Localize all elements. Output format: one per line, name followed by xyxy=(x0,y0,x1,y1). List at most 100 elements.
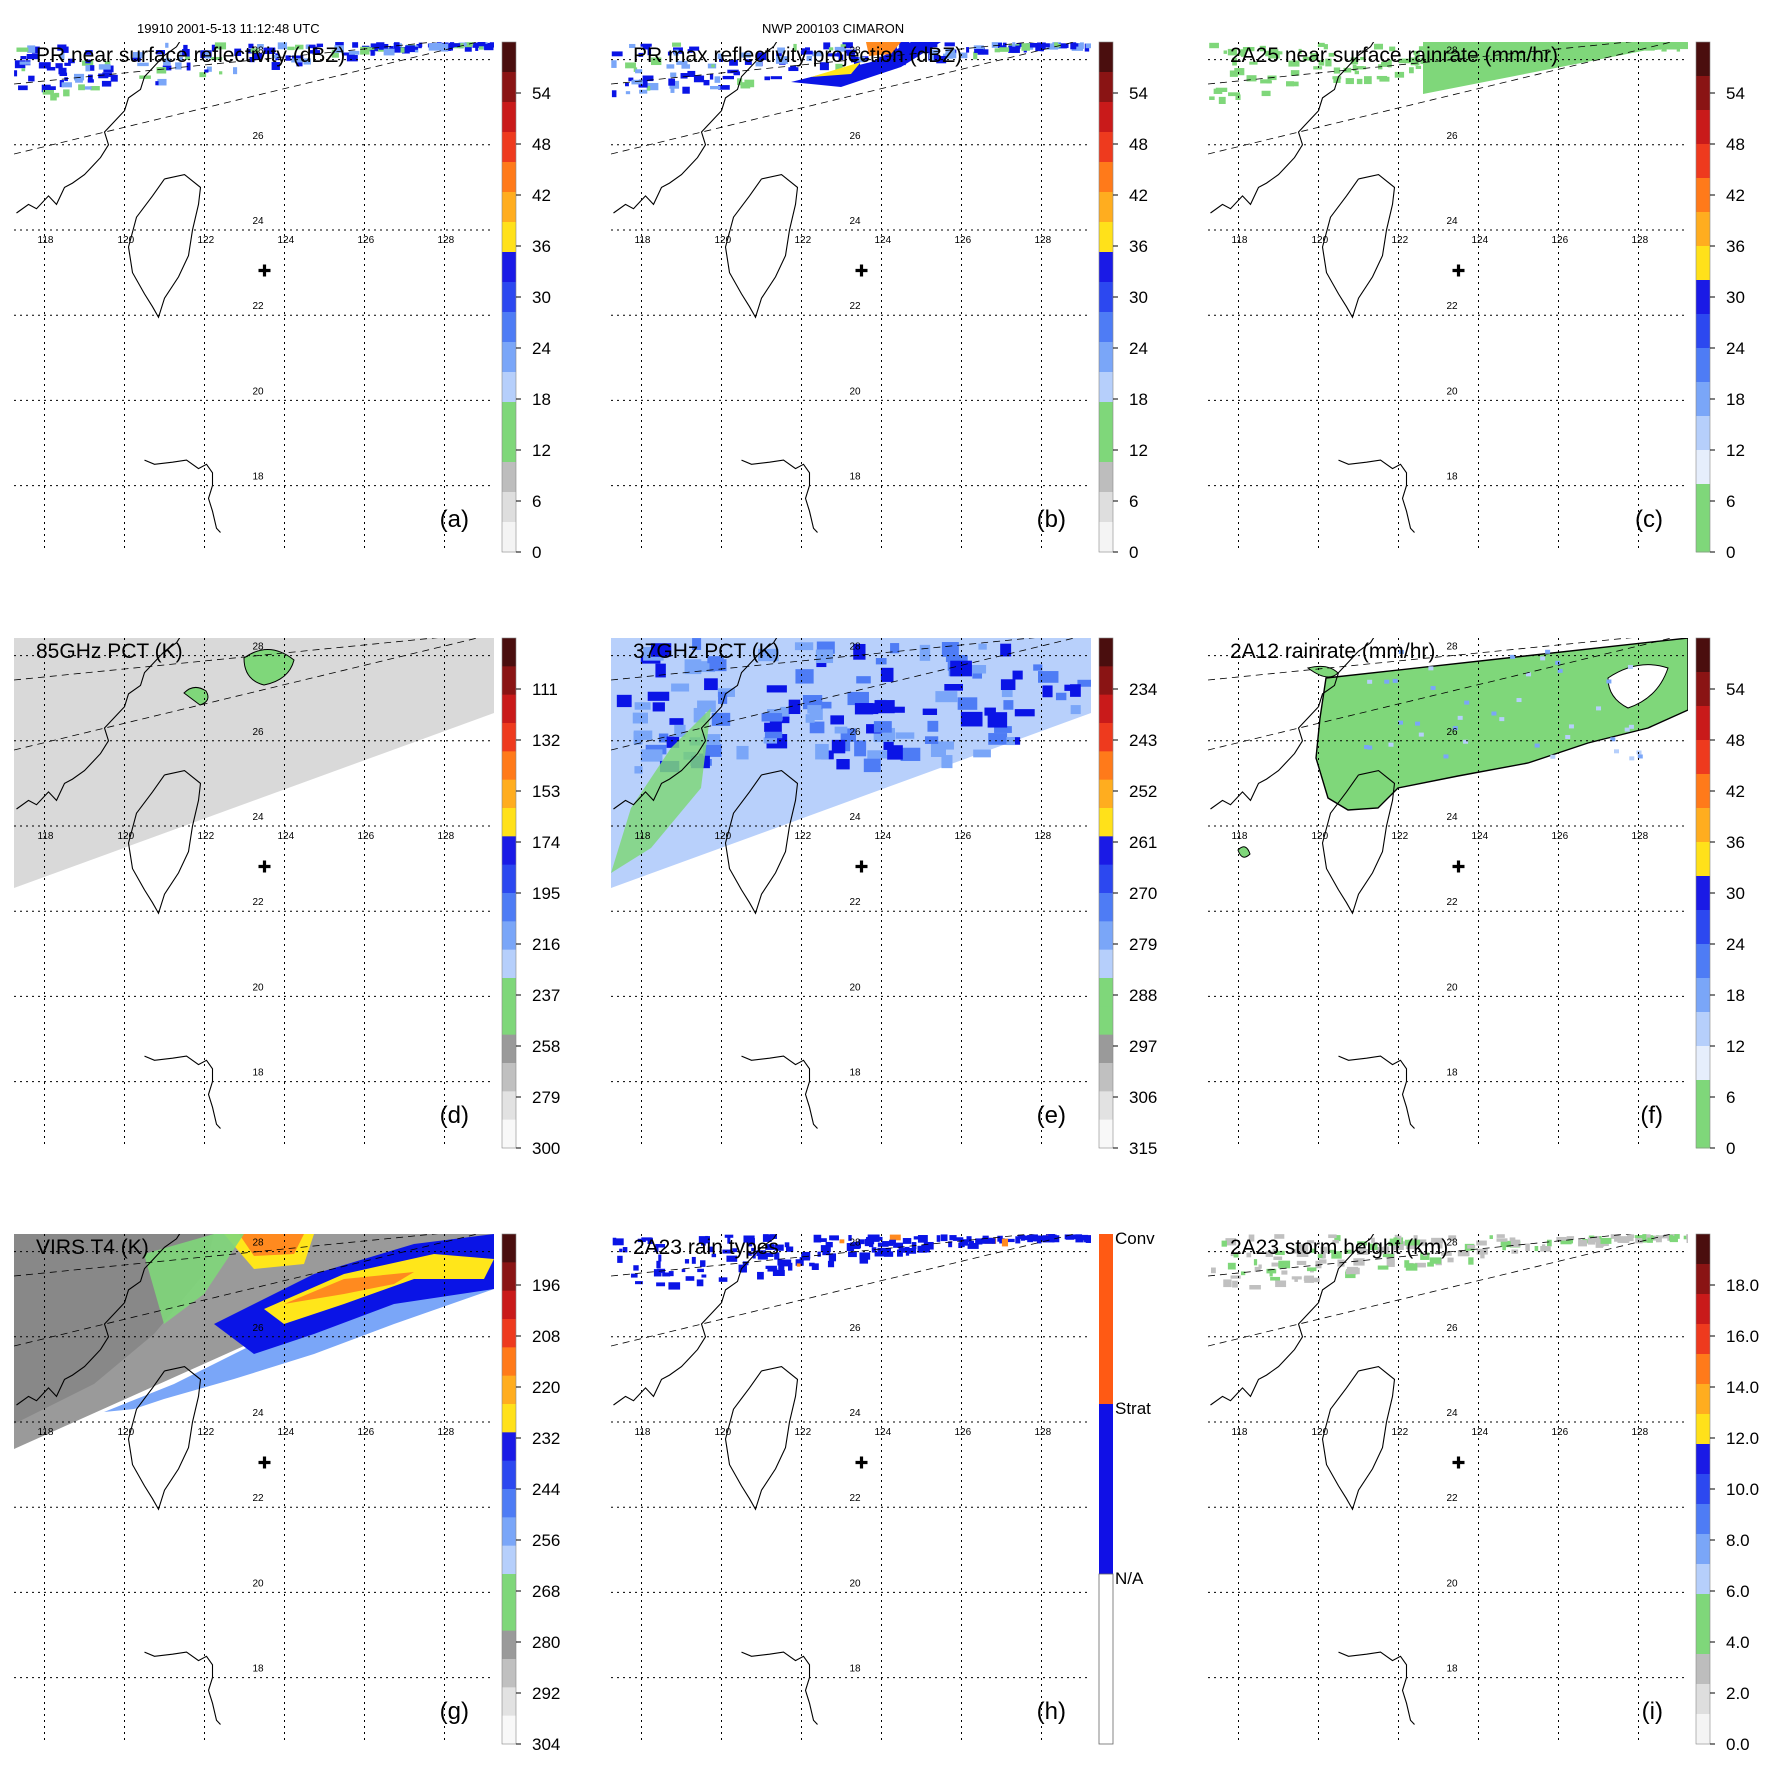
colorbar-segment xyxy=(502,252,516,283)
echo-pixel xyxy=(877,1247,889,1254)
pct-pixel xyxy=(764,722,782,732)
rain-pixel xyxy=(1452,726,1458,731)
lat-label: 28 xyxy=(1447,1238,1459,1249)
echo-pixel xyxy=(1556,1236,1567,1242)
colorbar-label: 220 xyxy=(532,1378,560,1397)
colorbar-segment xyxy=(1696,706,1710,741)
echo-pixel xyxy=(1496,1238,1508,1242)
echo-pixel xyxy=(185,56,191,60)
rain-pixel xyxy=(1463,739,1469,744)
rain-pixel xyxy=(1628,724,1634,729)
echo-pixel xyxy=(804,47,810,51)
coastline-taiwan xyxy=(724,770,799,915)
pct-pixel xyxy=(684,659,702,675)
echo-pixel xyxy=(1617,1236,1630,1242)
echo-pixel xyxy=(619,1248,623,1253)
echo-pixel xyxy=(893,1242,904,1248)
echo-pixel xyxy=(1223,50,1228,54)
echo-pixel xyxy=(271,62,280,70)
echo-pixel xyxy=(795,1259,804,1266)
colorbar-label: 48 xyxy=(1726,731,1745,750)
echo-pixel xyxy=(58,67,67,75)
lon-label: 126 xyxy=(1552,831,1569,842)
pct-pixel xyxy=(1037,671,1059,683)
panel-letter: (d) xyxy=(440,1102,469,1129)
echo-pixel xyxy=(68,58,75,64)
echo-pixel xyxy=(291,58,303,63)
echo-pixel xyxy=(449,43,461,48)
pct-pixel xyxy=(669,718,684,725)
pct-pixel xyxy=(1064,684,1075,691)
echo-pixel xyxy=(711,64,715,68)
coastline-luzon xyxy=(1338,1651,1415,1725)
echo-pixel xyxy=(1643,1234,1651,1238)
pct-pixel xyxy=(807,705,822,714)
pct-pixel xyxy=(895,732,915,739)
echo-pixel xyxy=(1614,1235,1621,1242)
echo-pixel xyxy=(44,86,56,91)
echo-pixel xyxy=(1275,1250,1285,1256)
echo-pixel xyxy=(742,1261,749,1266)
lat-label: 20 xyxy=(850,982,862,993)
echo-pixel xyxy=(1273,1256,1283,1260)
panel-title: PR max reflectivity projection (dBZ) xyxy=(633,44,962,67)
lat-label: 22 xyxy=(1447,1493,1459,1504)
colorbar-label: 268 xyxy=(532,1582,560,1601)
pct-pixel xyxy=(809,721,825,734)
colorbar-segment xyxy=(502,1517,516,1547)
colorbar-segment xyxy=(502,132,516,163)
echo-pixel xyxy=(889,1234,901,1241)
echo-pixel xyxy=(973,51,978,60)
echo-pixel xyxy=(285,55,291,61)
echo-pixel xyxy=(46,63,50,69)
lon-label: 124 xyxy=(875,235,892,246)
lat-label: 24 xyxy=(850,1408,862,1419)
colorbar-segment xyxy=(1696,246,1710,281)
echo-pixel xyxy=(967,1243,979,1249)
colorbar-segment xyxy=(1696,1504,1710,1535)
lon-label: 120 xyxy=(715,1427,732,1438)
echo-pixel xyxy=(757,1254,768,1260)
echo-pixel xyxy=(774,1244,784,1251)
echo-pixel xyxy=(291,55,304,60)
echo-pixel xyxy=(1274,1234,1285,1239)
echo-pixel xyxy=(1290,70,1300,76)
pct-pixel xyxy=(830,715,845,725)
colorbar-segment xyxy=(1099,432,1113,463)
coastline-taiwan xyxy=(1321,1366,1396,1511)
echo-pixel xyxy=(992,1238,996,1244)
echo-pixel xyxy=(800,50,813,55)
echo-pixel xyxy=(982,1235,989,1243)
colorbar-segment xyxy=(1099,72,1113,103)
colorbar-label: 153 xyxy=(532,782,560,801)
echo-pixel xyxy=(611,90,617,98)
colorbar-label: 10.0 xyxy=(1726,1480,1759,1499)
echo-pixel xyxy=(1246,75,1257,82)
echo-pixel xyxy=(1042,43,1050,48)
echo-pixel xyxy=(1674,42,1681,48)
echo-pixel xyxy=(793,43,797,51)
colorbar-segment xyxy=(1099,1063,1113,1092)
lat-label: 26 xyxy=(253,1323,265,1334)
colorbar-segment xyxy=(1696,314,1710,349)
echo-pixel xyxy=(1415,65,1422,69)
panel-title: VIRS T4 (K) xyxy=(36,1236,149,1259)
colorbar-segment xyxy=(502,72,516,103)
echo-pixel xyxy=(670,85,675,93)
echo-pixel xyxy=(42,89,54,95)
colorbar-label: 16.0 xyxy=(1726,1327,1759,1346)
echo-pixel xyxy=(1015,1236,1021,1244)
echo-pixel xyxy=(1467,1244,1476,1249)
swath-edge xyxy=(1208,42,1674,155)
lon-label: 122 xyxy=(198,235,215,246)
rain-pixel xyxy=(1568,724,1574,729)
colorbar-segment xyxy=(502,1119,516,1149)
echo-pixel xyxy=(1275,1280,1287,1288)
echo-pixel xyxy=(133,52,143,59)
echo-pixel xyxy=(1436,1244,1443,1249)
colorbar-label: 196 xyxy=(532,1276,560,1295)
colorbar-segment xyxy=(1696,672,1710,707)
pct-pixel xyxy=(794,642,814,651)
